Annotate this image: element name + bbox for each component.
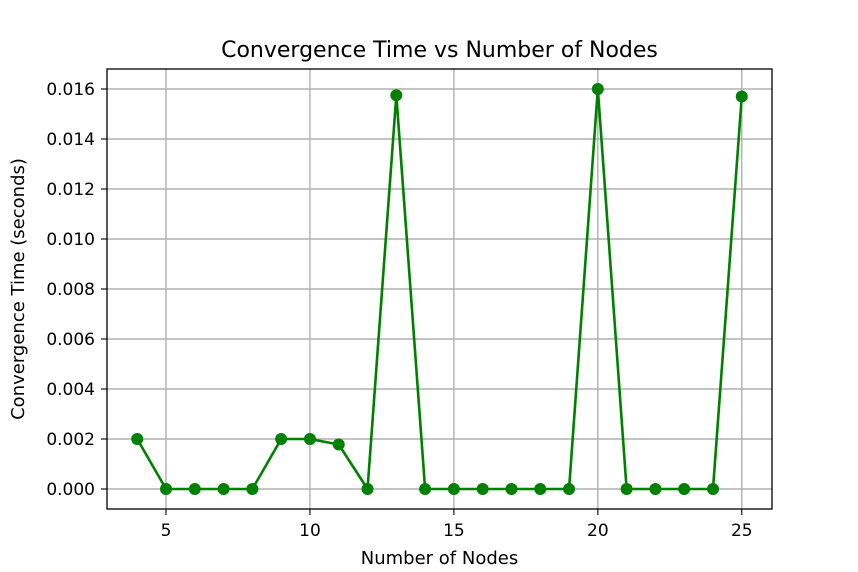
tick-layer: 5 10 15 20 25 0.000 0.002 0.004 0.006 0.008 0.010 0…	[46, 80, 752, 541]
data-point	[620, 483, 633, 495]
data-point	[275, 433, 288, 445]
y-tick-label: 0.004	[46, 380, 95, 400]
y-tick-label: 0.008	[46, 280, 95, 300]
chart-title: Convergence Time vs Number of Nodes	[221, 38, 658, 63]
data-point	[649, 483, 662, 495]
data-point	[332, 438, 345, 451]
x-tick-label: 10	[299, 521, 321, 541]
x-tick-label: 25	[731, 521, 753, 541]
data-point	[505, 483, 518, 495]
series-layer	[131, 83, 748, 495]
data-point	[476, 483, 489, 495]
data-point	[563, 483, 576, 495]
y-tick-label: 0.016	[46, 80, 95, 100]
data-point	[678, 483, 691, 495]
series-line	[136, 87, 744, 491]
y-tick-label: 0.002	[46, 430, 95, 450]
x-tick-label: 20	[587, 521, 609, 541]
x-tick-label: 5	[161, 521, 172, 541]
data-point	[419, 483, 432, 495]
data-point	[447, 483, 460, 495]
data-point	[131, 433, 144, 445]
y-tick-label: 0.014	[46, 130, 95, 150]
data-point	[217, 483, 230, 495]
data-point	[706, 483, 719, 495]
x-tick-label: 15	[443, 521, 465, 541]
y-tick-label: 0.000	[46, 480, 95, 500]
data-point	[534, 483, 547, 495]
data-point	[390, 89, 403, 102]
y-tick-label: 0.010	[46, 230, 95, 250]
y-axis-label: Convergence Time (seconds)	[8, 158, 29, 420]
data-point	[735, 90, 748, 103]
data-point	[188, 483, 201, 495]
data-point	[361, 483, 374, 495]
y-tick-label: 0.012	[46, 180, 95, 200]
x-axis-label: Number of Nodes	[361, 548, 518, 569]
data-point	[591, 83, 604, 95]
y-tick-label: 0.006	[46, 330, 95, 350]
grid-layer	[107, 69, 772, 509]
data-point	[303, 433, 316, 445]
data-point	[246, 483, 259, 495]
data-point	[160, 483, 173, 495]
